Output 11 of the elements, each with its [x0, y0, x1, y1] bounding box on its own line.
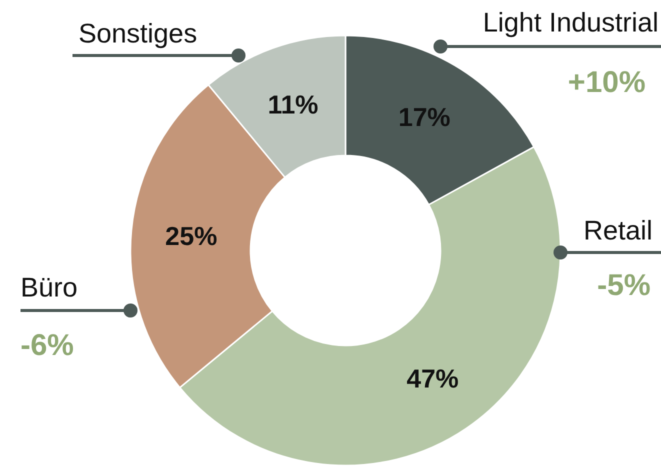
data-label: 11%: [268, 90, 318, 120]
text: -6%: [20, 329, 74, 362]
slice-label: Büro: [20, 272, 78, 302]
text: -5%: [597, 269, 651, 302]
slice-label: Light Industrial: [482, 8, 659, 38]
data-label: 25%: [165, 220, 218, 251]
data-label: 17%: [398, 102, 450, 132]
slice-label: Retail: [583, 216, 652, 246]
slice-label: Sonstiges: [78, 18, 198, 48]
text: +10%: [568, 66, 646, 99]
data-label: 47%: [406, 364, 459, 394]
